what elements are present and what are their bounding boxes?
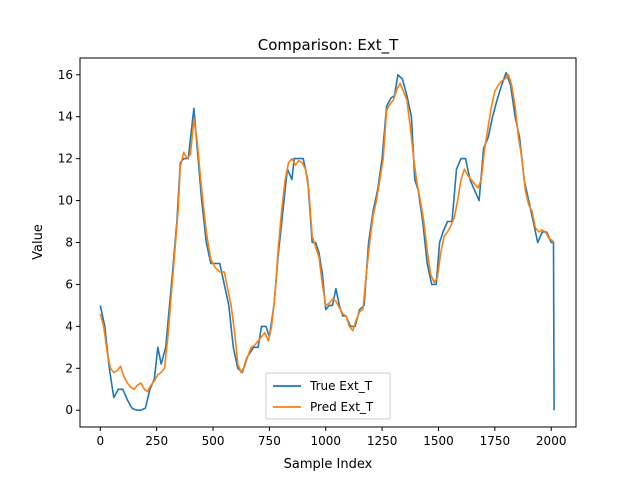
y-tick-label: 12 <box>58 152 73 166</box>
y-tick-label: 0 <box>65 403 73 417</box>
series-line-true <box>99 71 555 412</box>
y-tick-label: 4 <box>65 319 73 333</box>
x-tick-label: 750 <box>258 434 281 448</box>
x-tick-label: 1750 <box>480 434 511 448</box>
x-axis: 0 250 500 750 1000 1250 1500 1750 2000 <box>96 427 566 448</box>
chart-title: Comparison: Ext_T <box>258 36 399 55</box>
y-tick-label: 8 <box>65 236 73 250</box>
y-tick-label: 6 <box>65 277 73 291</box>
y-tick-label: 2 <box>65 361 73 375</box>
x-tick-label: 1250 <box>367 434 398 448</box>
legend-label-true: True Ext_T <box>309 379 373 393</box>
y-tick-label: 10 <box>58 194 73 208</box>
x-axis-label: Sample Index <box>284 457 373 472</box>
y-tick-label: 16 <box>58 68 73 82</box>
series-line-pred <box>99 74 555 393</box>
x-tick-label: 500 <box>202 434 225 448</box>
y-axis: 0 2 4 6 8 10 12 14 16 <box>58 68 80 417</box>
legend: True Ext_T Pred Ext_T <box>265 372 391 420</box>
x-tick-label: 1500 <box>423 434 454 448</box>
x-tick-label: 1000 <box>310 434 341 448</box>
series-lines <box>99 71 555 412</box>
y-tick-label: 14 <box>58 110 73 124</box>
x-tick-label: 0 <box>96 434 104 448</box>
y-axis-label: Value <box>31 224 46 260</box>
x-tick-label: 2000 <box>536 434 567 448</box>
x-tick-label: 250 <box>145 434 168 448</box>
legend-label-pred: Pred Ext_T <box>310 400 374 414</box>
